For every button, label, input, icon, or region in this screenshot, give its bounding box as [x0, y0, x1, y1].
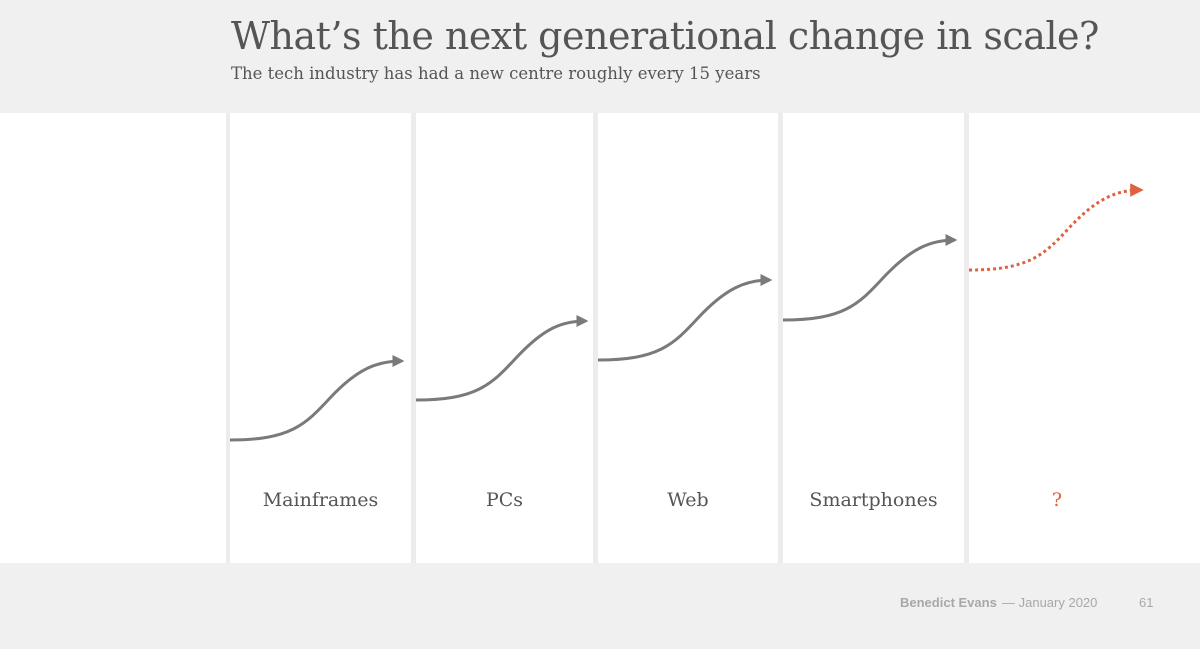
s-curve-pcs	[415, 315, 589, 402]
era-divider	[411, 113, 416, 563]
s-curve-future	[968, 183, 1144, 272]
slide-subtitle: The tech industry has had a new centre r…	[231, 64, 761, 83]
s-curve-web	[597, 274, 773, 362]
era-label-smartphones: Smartphones	[809, 489, 938, 511]
s-curve-smartphones	[782, 234, 958, 322]
diagram-panel-area	[0, 113, 1200, 563]
page-number: 61	[1139, 595, 1154, 610]
era-divider	[964, 113, 969, 563]
era-label-mainframes: Mainframes	[262, 489, 379, 511]
era-label-pcs: PCs	[485, 489, 524, 511]
footer-author: Benedict Evans	[900, 595, 997, 610]
s-curve-mainframes	[229, 355, 405, 442]
footer-date: — January 2020	[1002, 595, 1098, 610]
era-label-unknown: ?	[1051, 489, 1063, 511]
slide-title: What’s the next generational change in s…	[231, 14, 1099, 58]
era-label-web: Web	[667, 489, 709, 511]
era-divider	[226, 113, 230, 563]
era-divider	[593, 113, 598, 563]
s-curve-diagram	[226, 113, 1144, 563]
era-divider	[778, 113, 783, 563]
